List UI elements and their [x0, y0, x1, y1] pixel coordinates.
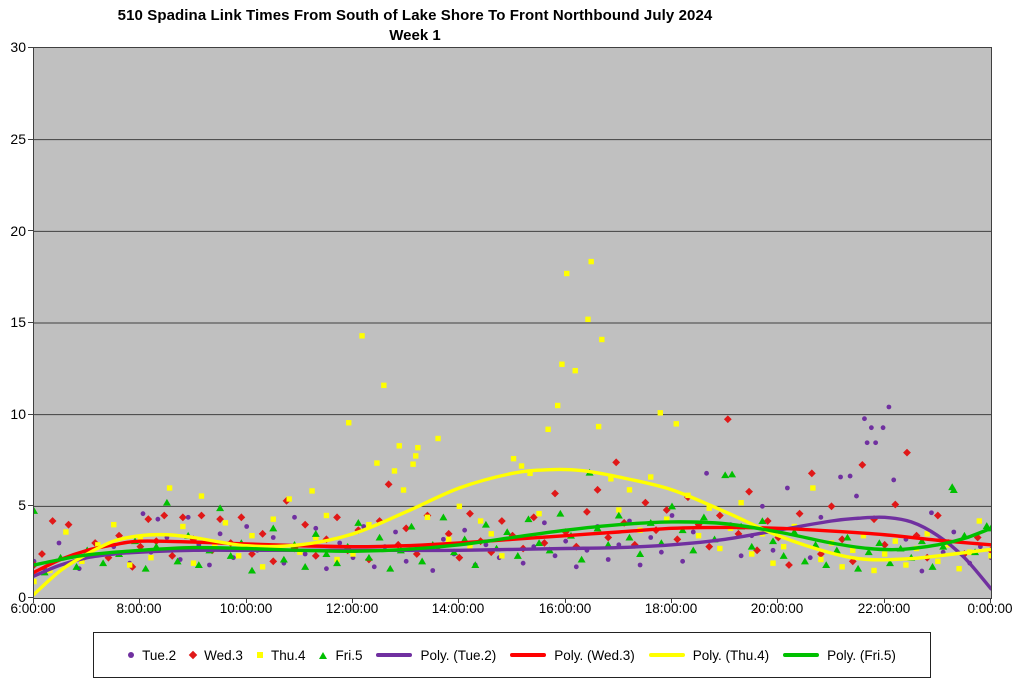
tick-mark — [671, 598, 672, 603]
tick-mark — [990, 598, 991, 603]
legend-label: Poly. (Fri.5) — [827, 647, 896, 663]
y-axis-label-25: 25 — [10, 131, 26, 147]
tick-mark — [777, 598, 779, 603]
x-axis-label-20: 20:00:00 — [750, 601, 804, 616]
legend-label: Poly. (Wed.3) — [554, 647, 635, 663]
y-axis-label-0: 0 — [18, 589, 26, 605]
legend-item-poly-wed3: Poly. (Wed.3) — [510, 648, 635, 663]
x-axis-label-12: 12:00:00 — [325, 601, 379, 616]
tick-mark — [28, 413, 33, 415]
x-axis-label-14: 14:00:00 — [431, 601, 485, 616]
legend-label: Wed.3 — [204, 647, 243, 663]
tick-mark — [564, 598, 566, 603]
tick-mark — [28, 230, 33, 232]
legend-item-thu4: Thu.4 — [256, 647, 306, 663]
chart-subtitle: Week 1 — [389, 27, 441, 44]
tick-mark — [28, 597, 33, 598]
x-axis-label-6: 6:00:00 — [10, 601, 56, 616]
purple-dot-icon — [128, 652, 135, 658]
tick-mark — [245, 598, 247, 603]
x-axis-label-16: 16:00:00 — [538, 601, 592, 616]
legend-item-fri5: Fri.5 — [319, 648, 362, 663]
red-diamond-icon — [188, 650, 198, 660]
y-axis-label-15: 15 — [10, 314, 26, 330]
legend: Tue.2 Wed.3 Thu.4 Fri.5 Poly. (Tue.2) Po… — [93, 632, 931, 678]
tick-mark — [352, 598, 353, 603]
green-trendline-icon — [783, 653, 820, 657]
legend-item-poly-fri5: Poly. (Fri.5) — [783, 648, 896, 663]
x-axis-label-8: 8:00:00 — [116, 601, 162, 616]
green-triangle-icon — [319, 651, 328, 659]
x-axis-label-22: 22:00:00 — [857, 601, 911, 616]
legend-label: Fri.5 — [335, 647, 363, 663]
legend-label: Poly. (Tue.2) — [420, 647, 497, 663]
legend-item-poly-tue2: Poly. (Tue.2) — [376, 648, 496, 663]
y-axis-label-10: 10 — [10, 406, 26, 422]
legend-label: Tue.2 — [142, 647, 177, 663]
x-axis-label-18: 18:00:00 — [644, 601, 698, 616]
legend-label: Thu.4 — [270, 647, 306, 663]
x-axis-label-10: 10:00:00 — [219, 601, 273, 616]
purple-trendline-icon — [376, 653, 413, 657]
tick-mark — [28, 47, 33, 48]
y-axis-label-5: 5 — [18, 497, 26, 513]
tick-mark — [458, 598, 460, 603]
legend-label: Poly. (Thu.4) — [692, 647, 770, 663]
legend-item-poly-thu4: Poly. (Thu.4) — [648, 647, 770, 663]
legend-item-wed3: Wed.3 — [188, 647, 243, 663]
tick-mark — [883, 598, 885, 603]
red-trendline-icon — [510, 653, 547, 657]
tick-mark — [33, 598, 34, 603]
yellow-trendline-icon — [648, 653, 685, 657]
y-axis-label-20: 20 — [10, 223, 26, 239]
tick-mark — [28, 322, 33, 323]
x-axis-label-24: 0:00:00 — [967, 601, 1013, 616]
chart-title: 510 Spadina Link Times From South of Lak… — [117, 7, 713, 24]
legend-item-tue2: Tue.2 — [128, 648, 176, 663]
y-axis-label-30: 30 — [10, 39, 26, 55]
tick-mark — [139, 598, 141, 603]
plot-area — [33, 47, 992, 599]
tick-mark — [28, 505, 33, 507]
tick-mark — [28, 138, 33, 140]
yellow-square-icon — [256, 652, 263, 658]
scatter-plot-svg — [34, 139, 991, 597]
